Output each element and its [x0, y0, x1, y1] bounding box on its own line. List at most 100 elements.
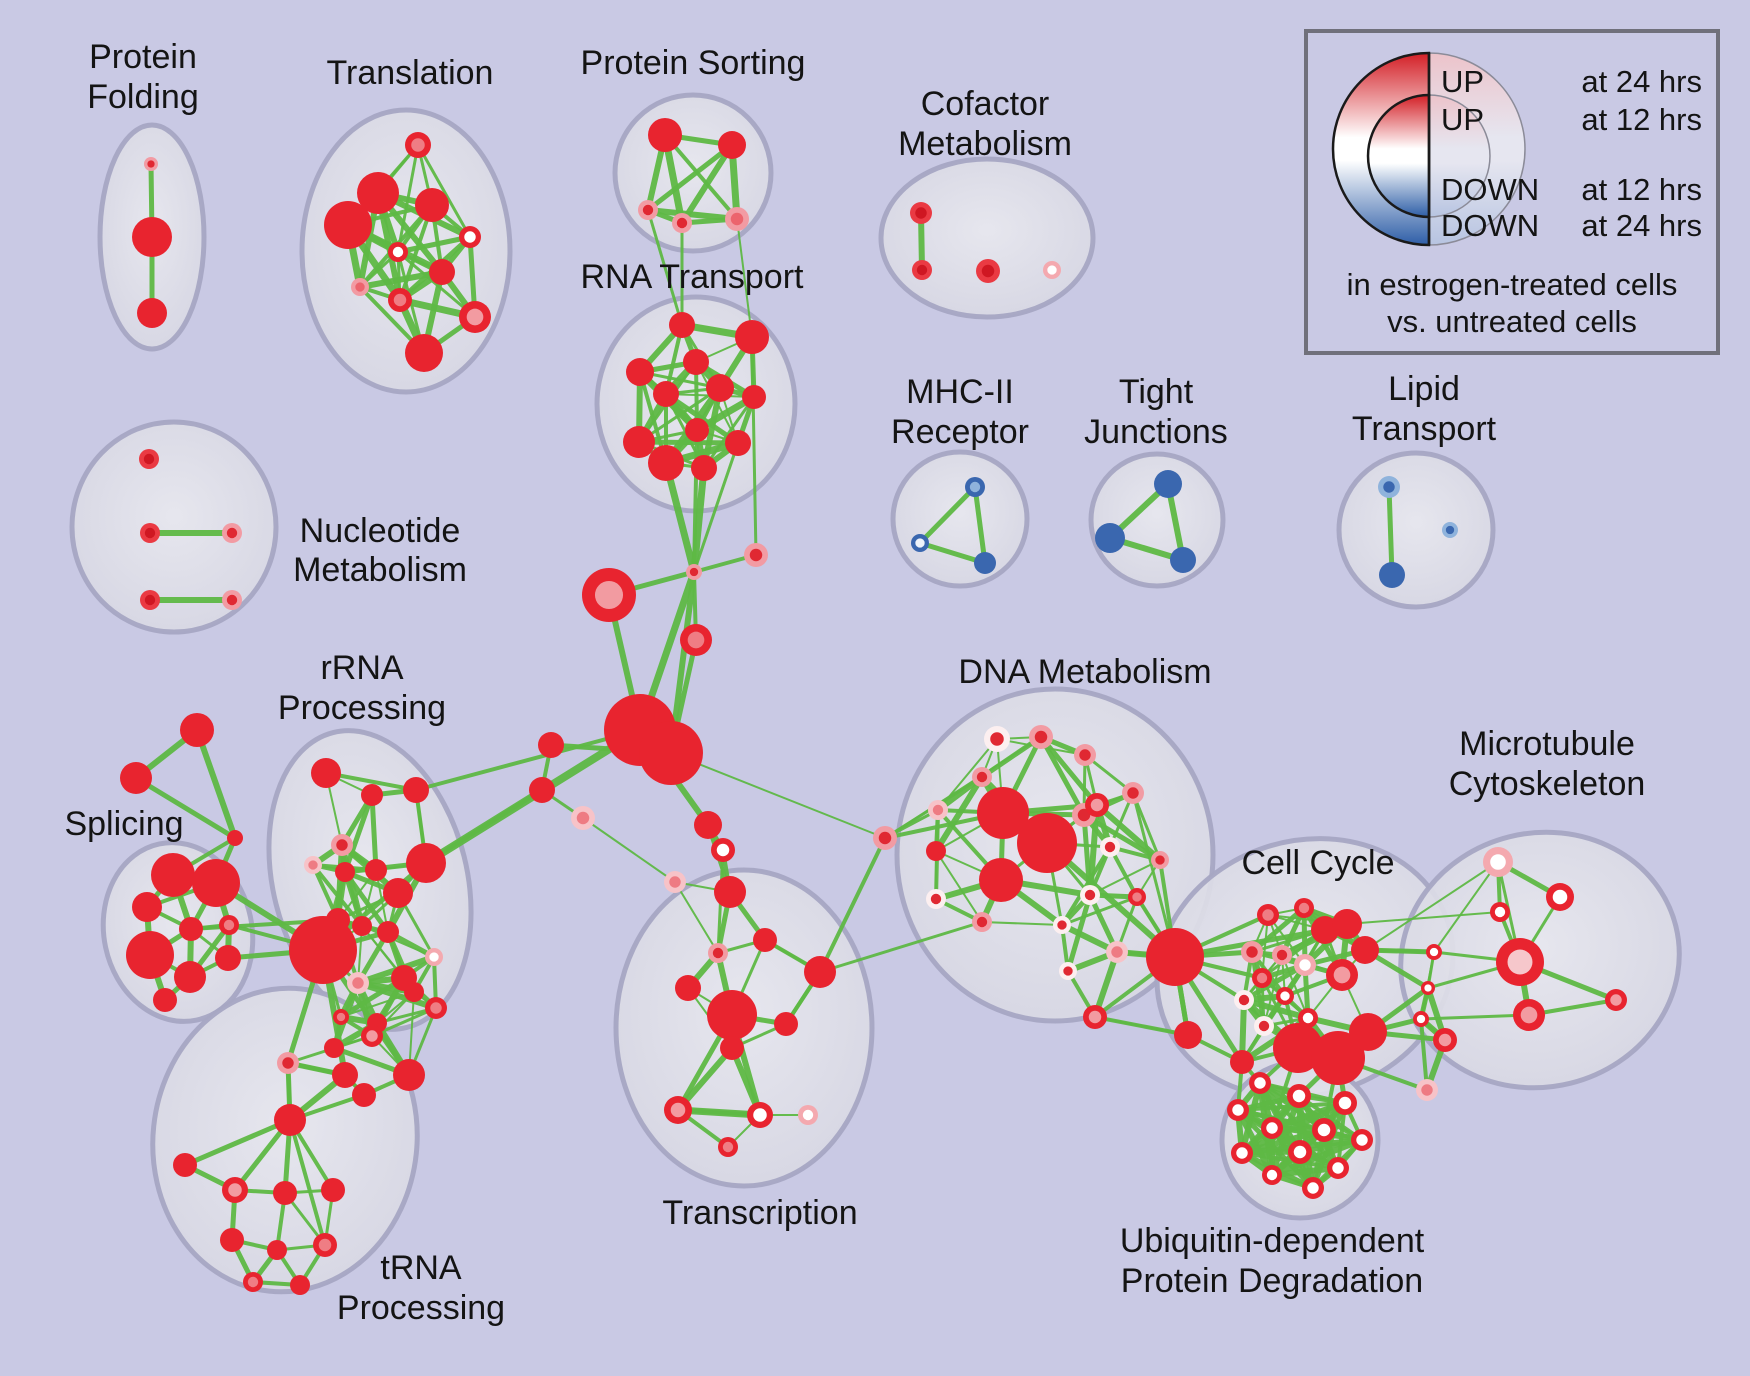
- node-red: [1017, 813, 1077, 873]
- node-red: [675, 975, 701, 1001]
- edge: [395, 234, 473, 255]
- edge: [1281, 954, 1309, 1019]
- node-palePinkWhite: [798, 1105, 818, 1125]
- node-red: [405, 334, 443, 372]
- node-red: [639, 721, 703, 785]
- node-red: [391, 965, 417, 991]
- node-red: [324, 1038, 344, 1058]
- node-pinkRingRed: [1029, 725, 1053, 749]
- edge: [1038, 734, 1100, 808]
- node-red: [706, 374, 734, 402]
- node-red: [406, 843, 446, 883]
- cluster-trna-processing-label: tRNA: [380, 1249, 462, 1287]
- node-redWhite: [1249, 1072, 1271, 1094]
- node-red: [753, 928, 777, 952]
- node-red: [174, 961, 206, 993]
- cluster-nucleotide-metabolism-label: Nucleotide: [300, 512, 461, 550]
- node-redWhite: [1276, 987, 1294, 1005]
- node-red: [926, 841, 946, 861]
- cluster-translation-label: Translation: [327, 54, 494, 92]
- node-red: [352, 1083, 376, 1107]
- cluster-cell-cycle-label: Cell Cycle: [1241, 844, 1394, 882]
- cluster-tight-junctions-label: Tight: [1119, 373, 1194, 411]
- node-pinkRingRed: [1122, 782, 1144, 804]
- node-red: [694, 811, 722, 839]
- cluster-ubiquitin-degradation-label: Protein Degradation: [1121, 1262, 1423, 1300]
- node-red: [1273, 1023, 1323, 1073]
- node-palePinkWhite: [1294, 954, 1316, 976]
- cluster-rrna-processing-label: rRNA: [320, 649, 403, 687]
- legend-direction-2: DOWN: [1441, 172, 1539, 207]
- edge: [1089, 859, 1161, 896]
- cluster-cofactor-metabolism-label: Cofactor: [921, 85, 1050, 123]
- node-redPinkCenter: [1128, 888, 1146, 906]
- legend-time-2: at 12 hrs: [1581, 172, 1702, 207]
- node-ringRed: [140, 523, 160, 543]
- node-pinkRingRed: [972, 767, 992, 787]
- node-redPinkCenter: [1294, 898, 1314, 918]
- node-red: [626, 358, 654, 386]
- node-red: [377, 921, 399, 943]
- node-blueRingLight: [965, 477, 985, 497]
- edge: [750, 335, 758, 557]
- node-redWhite: [1262, 1165, 1282, 1185]
- cluster-dna-metabolism-label: DNA Metabolism: [958, 653, 1211, 691]
- node-redPinkBig: [1085, 793, 1109, 817]
- cluster-rna-transport-label: RNA Transport: [581, 258, 805, 296]
- edge: [645, 207, 740, 222]
- node-red: [227, 830, 243, 846]
- node-pinkRingRed: [222, 523, 242, 543]
- node-palePinkRing: [347, 972, 369, 994]
- node-palePinkRing: [664, 871, 686, 893]
- edge: [1038, 734, 1087, 818]
- node-red: [1230, 1050, 1254, 1074]
- node-red: [383, 878, 413, 908]
- node-redWhite: [1327, 1157, 1349, 1179]
- node-red: [192, 859, 240, 907]
- node-red: [648, 445, 684, 481]
- legend-ring-right-half: [1428, 94, 1491, 218]
- edge: [636, 439, 741, 446]
- edge: [692, 428, 699, 574]
- cluster-nucleotide-metabolism-label: Metabolism: [293, 551, 467, 589]
- node-redPinkCenter: [313, 1233, 337, 1257]
- edge: [1346, 911, 1501, 925]
- cluster-ubiquitin-degradation-label: Ubiquitin-dependent: [1120, 1222, 1425, 1260]
- node-redPinkCenter: [425, 997, 447, 1019]
- node-redPinkBig: [1083, 1005, 1107, 1029]
- node-red: [365, 859, 387, 881]
- node-redPinkBig: [222, 1177, 248, 1203]
- node-red: [707, 990, 757, 1040]
- node-redPinkBig: [1326, 959, 1358, 991]
- node-red: [538, 732, 564, 758]
- legend-ring-left-half: [1366, 93, 1431, 219]
- node-whiteRingRed: [1100, 837, 1120, 857]
- node-pinkRingPink: [351, 278, 369, 296]
- legend-direction-1: UP: [1441, 102, 1484, 137]
- edge: [369, 792, 379, 873]
- node-red: [429, 259, 455, 285]
- node-redPinkCenter: [333, 1009, 349, 1025]
- cluster-lipid-transport-ellipse: [1336, 450, 1496, 610]
- node-redWhite: [1490, 902, 1510, 922]
- edge: [818, 920, 984, 974]
- edge: [424, 788, 544, 865]
- edge: [1060, 895, 1139, 927]
- node-ringRed: [910, 202, 932, 224]
- node-red: [126, 931, 174, 979]
- node-redPinkCenter: [718, 1137, 738, 1157]
- node-redPinkBig: [582, 568, 636, 622]
- node-pinkRingRed: [277, 1052, 299, 1074]
- node-red: [393, 1059, 425, 1091]
- node-red: [669, 312, 695, 338]
- node-palePinkWhite: [425, 948, 443, 966]
- node-red: [274, 1104, 306, 1136]
- node-redWhite: [1227, 1099, 1249, 1121]
- node-palePinkRing: [571, 806, 595, 830]
- node-red: [324, 201, 372, 249]
- node-red: [137, 298, 167, 328]
- node-palePinkRing: [928, 800, 948, 820]
